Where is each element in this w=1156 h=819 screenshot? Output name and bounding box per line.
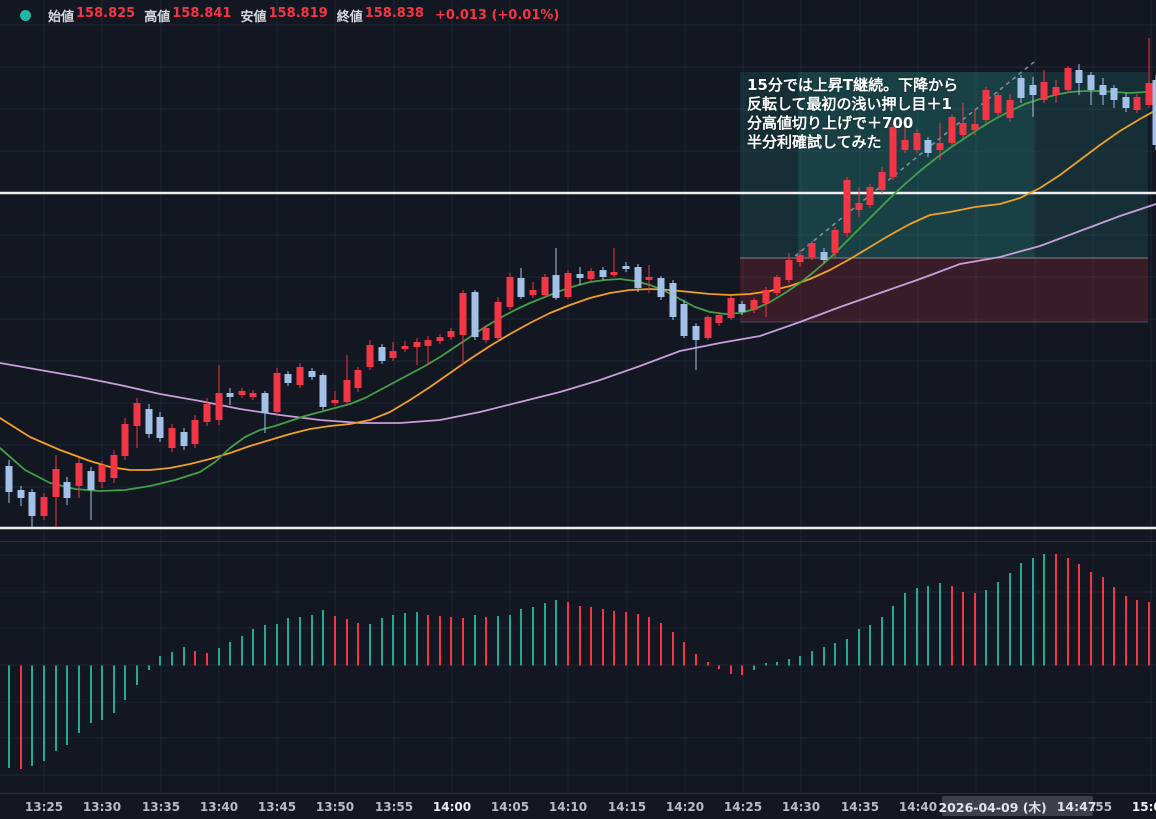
time-label-1410: 14:10	[548, 800, 588, 814]
ma-slow-line	[0, 203, 1156, 424]
open-value: 158.825	[76, 6, 136, 21]
trade-note-annotation[interactable]: 15分では上昇T継続。下降から 反転して最初の浅い押し目＋1 分高値切り上げで＋70…	[747, 76, 1047, 152]
crosshair-date-label: 2026-04-09 (木) 14:47	[938, 796, 1097, 816]
trendline-dashed[interactable]	[794, 61, 1035, 257]
open-label: 始値	[48, 10, 75, 25]
high-value: 158.841	[172, 6, 232, 21]
low-value: 158.819	[268, 6, 328, 21]
position-loss-box	[740, 258, 1148, 322]
time-label-1430: 14:30	[781, 800, 821, 814]
low-label: 安値	[240, 10, 267, 25]
time-label-1345: 13:45	[257, 800, 297, 814]
ma-fast-line	[0, 89, 1156, 492]
close-label: 終値	[336, 10, 363, 25]
trade-note-line: 15分では上昇T継続。下降から	[747, 76, 959, 94]
time-label-1435: 14:35	[840, 800, 880, 814]
histogram-layer	[8, 554, 1150, 769]
time-label-1415: 14:15	[607, 800, 647, 814]
time-label-1340: 13:40	[199, 800, 239, 814]
time-label-1330: 13:30	[82, 800, 122, 814]
high-label: 高値	[144, 10, 171, 25]
time-label-1405: 14:05	[490, 800, 530, 814]
legend-high: 高値 158.841	[144, 6, 231, 25]
position-boxes[interactable]	[740, 72, 1148, 323]
legend-open: 始値 158.825	[48, 6, 135, 25]
time-axis[interactable]: 13:25 13:30 13:35 13:40 13:45 13:50 13:55 14:00…	[0, 793, 1156, 819]
time-label-1325: 13:25	[24, 800, 64, 814]
legend-low: 安値 158.819	[240, 6, 327, 25]
time-label-1500: 15:00	[1131, 800, 1156, 814]
close-value: 158.838	[364, 6, 424, 21]
trade-note-line: 分高値切り上げで＋700	[747, 114, 914, 132]
time-label-1355: 13:55	[374, 800, 414, 814]
ohlc-legend: 始値 158.825 高値 158.841 安値 158.819 終値 158.…	[20, 6, 559, 25]
time-label-1440: 14:40	[898, 800, 938, 814]
time-label-1400: 14:00	[432, 800, 472, 814]
ma-mid-line	[0, 109, 1156, 471]
crosshair-date: 2026-04-09 (木)	[938, 799, 1047, 815]
time-label-1335: 13:35	[141, 800, 181, 814]
time-label-1420: 14:20	[665, 800, 705, 814]
legend-close: 終値 158.838	[337, 6, 424, 25]
trade-note-line: 半分利確試してみた	[747, 133, 882, 151]
symbol-status-dot-icon	[20, 10, 31, 21]
time-label-1425: 14:25	[723, 800, 763, 814]
change-value: +0.013 (+0.01%)	[434, 8, 560, 23]
candles-layer	[5, 38, 1156, 527]
crosshair-time: 14:47	[1056, 798, 1097, 814]
time-label-1350: 13:50	[315, 800, 355, 814]
trade-note-line: 反転して最初の浅い押し目＋1	[747, 95, 952, 113]
